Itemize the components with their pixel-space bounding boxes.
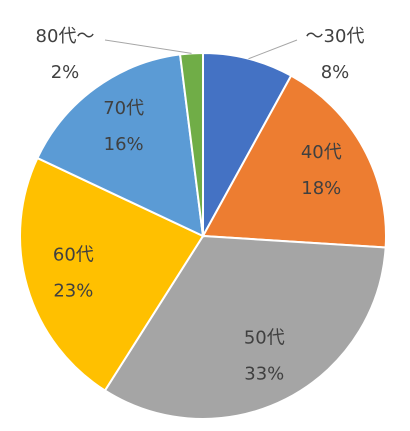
value-label: 23% [53,281,93,302]
category-label: 70代 [103,98,144,119]
value-label: 2% [51,62,80,83]
leader-line [248,39,298,60]
pie-slice [201,74,387,249]
category-label: 80代～ [36,26,95,47]
value-label: 18% [301,178,341,199]
category-label: 60代 [53,245,94,266]
value-label: 16% [104,134,144,155]
category-label: 50代 [244,327,285,348]
value-label: 8% [321,62,350,83]
category-label: 40代 [301,142,342,163]
pie-slice [36,53,205,238]
value-label: 33% [244,363,284,384]
category-label: ～30代 [306,26,365,47]
pie-slice [202,51,293,237]
leader-line [104,39,192,54]
pie-slice [19,156,205,392]
